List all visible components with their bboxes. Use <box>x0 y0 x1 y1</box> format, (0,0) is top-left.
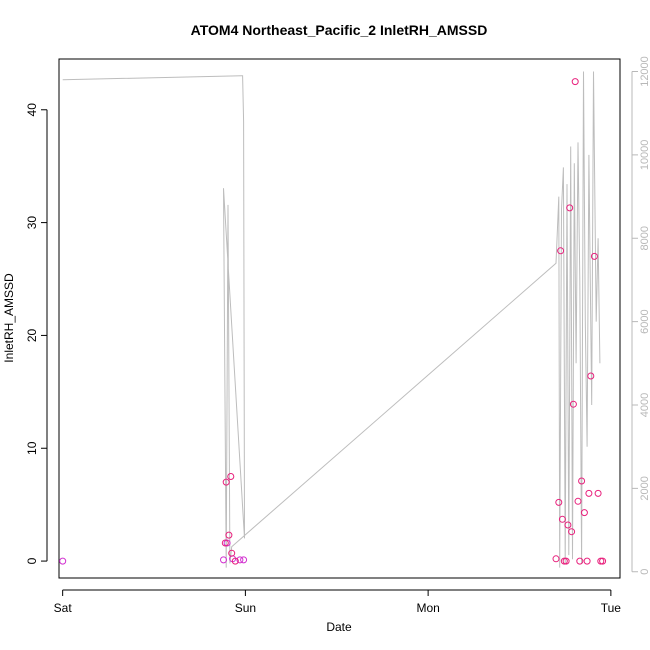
data-point <box>59 557 67 565</box>
data-point <box>221 539 229 547</box>
data-point <box>552 555 560 563</box>
y2-tick-label: 10000 <box>639 140 650 171</box>
data-point <box>222 478 230 486</box>
data-point <box>568 528 576 536</box>
plot-frame <box>58 58 621 579</box>
data-point <box>228 549 236 557</box>
data-point <box>564 521 572 529</box>
data-point <box>240 556 248 564</box>
y-tick-label: 0 <box>25 557 39 564</box>
data-point <box>558 515 566 523</box>
data-point <box>583 557 591 565</box>
chart-title: ATOM4 Northeast_Pacific_2 InletRH_AMSSD <box>191 22 488 38</box>
x-tick-label: Mon <box>416 601 439 615</box>
line-series-path <box>62 71 601 568</box>
y2-tick-label: 4000 <box>639 393 650 417</box>
data-point <box>587 372 595 380</box>
y2-tick-label: 6000 <box>639 309 650 333</box>
data-point <box>594 489 602 497</box>
x-axis-label: Date <box>326 620 352 634</box>
x-tick-label: Sat <box>54 601 73 615</box>
data-point <box>566 204 574 212</box>
data-point <box>227 473 235 480</box>
data-point <box>562 557 570 565</box>
axes: Sat Sun Mon Tue 0 10 20 30 40 0 2000 4000 6000 8000 10… <box>25 56 650 615</box>
data-point <box>580 509 588 517</box>
y2-tick-label: 0 <box>639 569 650 575</box>
data-point <box>578 477 586 485</box>
y2-tick-label: 2000 <box>639 476 650 500</box>
data-point <box>231 557 239 565</box>
line-series <box>62 71 601 568</box>
x-tick-label: Tue <box>601 601 622 615</box>
data-point <box>225 531 233 539</box>
y-axis-label: InletRH_AMSSD <box>2 273 16 363</box>
y2-tick-label: 12000 <box>639 56 650 87</box>
data-point <box>590 252 598 260</box>
data-point <box>599 557 607 565</box>
data-point <box>569 400 577 408</box>
data-point <box>220 556 227 564</box>
y-tick-label: 20 <box>25 328 39 342</box>
data-point <box>555 498 563 506</box>
data-point <box>576 557 584 565</box>
y2-tick-label: 8000 <box>639 226 650 250</box>
y-tick-label: 40 <box>25 103 39 117</box>
data-point <box>585 489 593 497</box>
data-point <box>571 78 579 86</box>
y-tick-label: 30 <box>25 216 39 230</box>
data-point <box>574 497 582 505</box>
data-point <box>236 556 244 564</box>
data-point <box>557 247 565 255</box>
x-tick-label: Sun <box>235 601 256 615</box>
point-series <box>59 78 607 565</box>
y-tick-label: 10 <box>25 441 39 455</box>
